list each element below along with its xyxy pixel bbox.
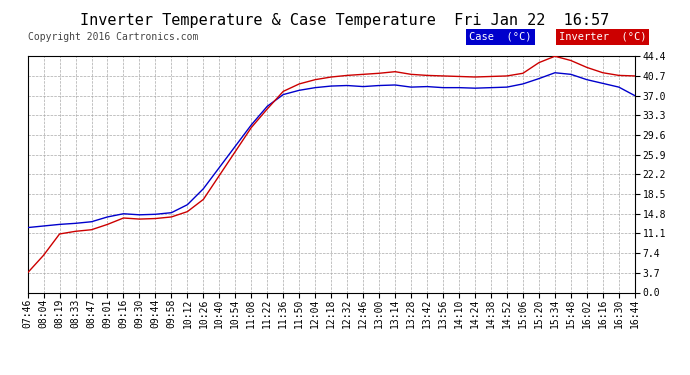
Text: Inverter  (°C): Inverter (°C) <box>559 32 647 42</box>
Text: Inverter Temperature & Case Temperature  Fri Jan 22  16:57: Inverter Temperature & Case Temperature … <box>80 13 610 28</box>
Text: Copyright 2016 Cartronics.com: Copyright 2016 Cartronics.com <box>28 32 198 42</box>
Text: Case  (°C): Case (°C) <box>469 32 532 42</box>
